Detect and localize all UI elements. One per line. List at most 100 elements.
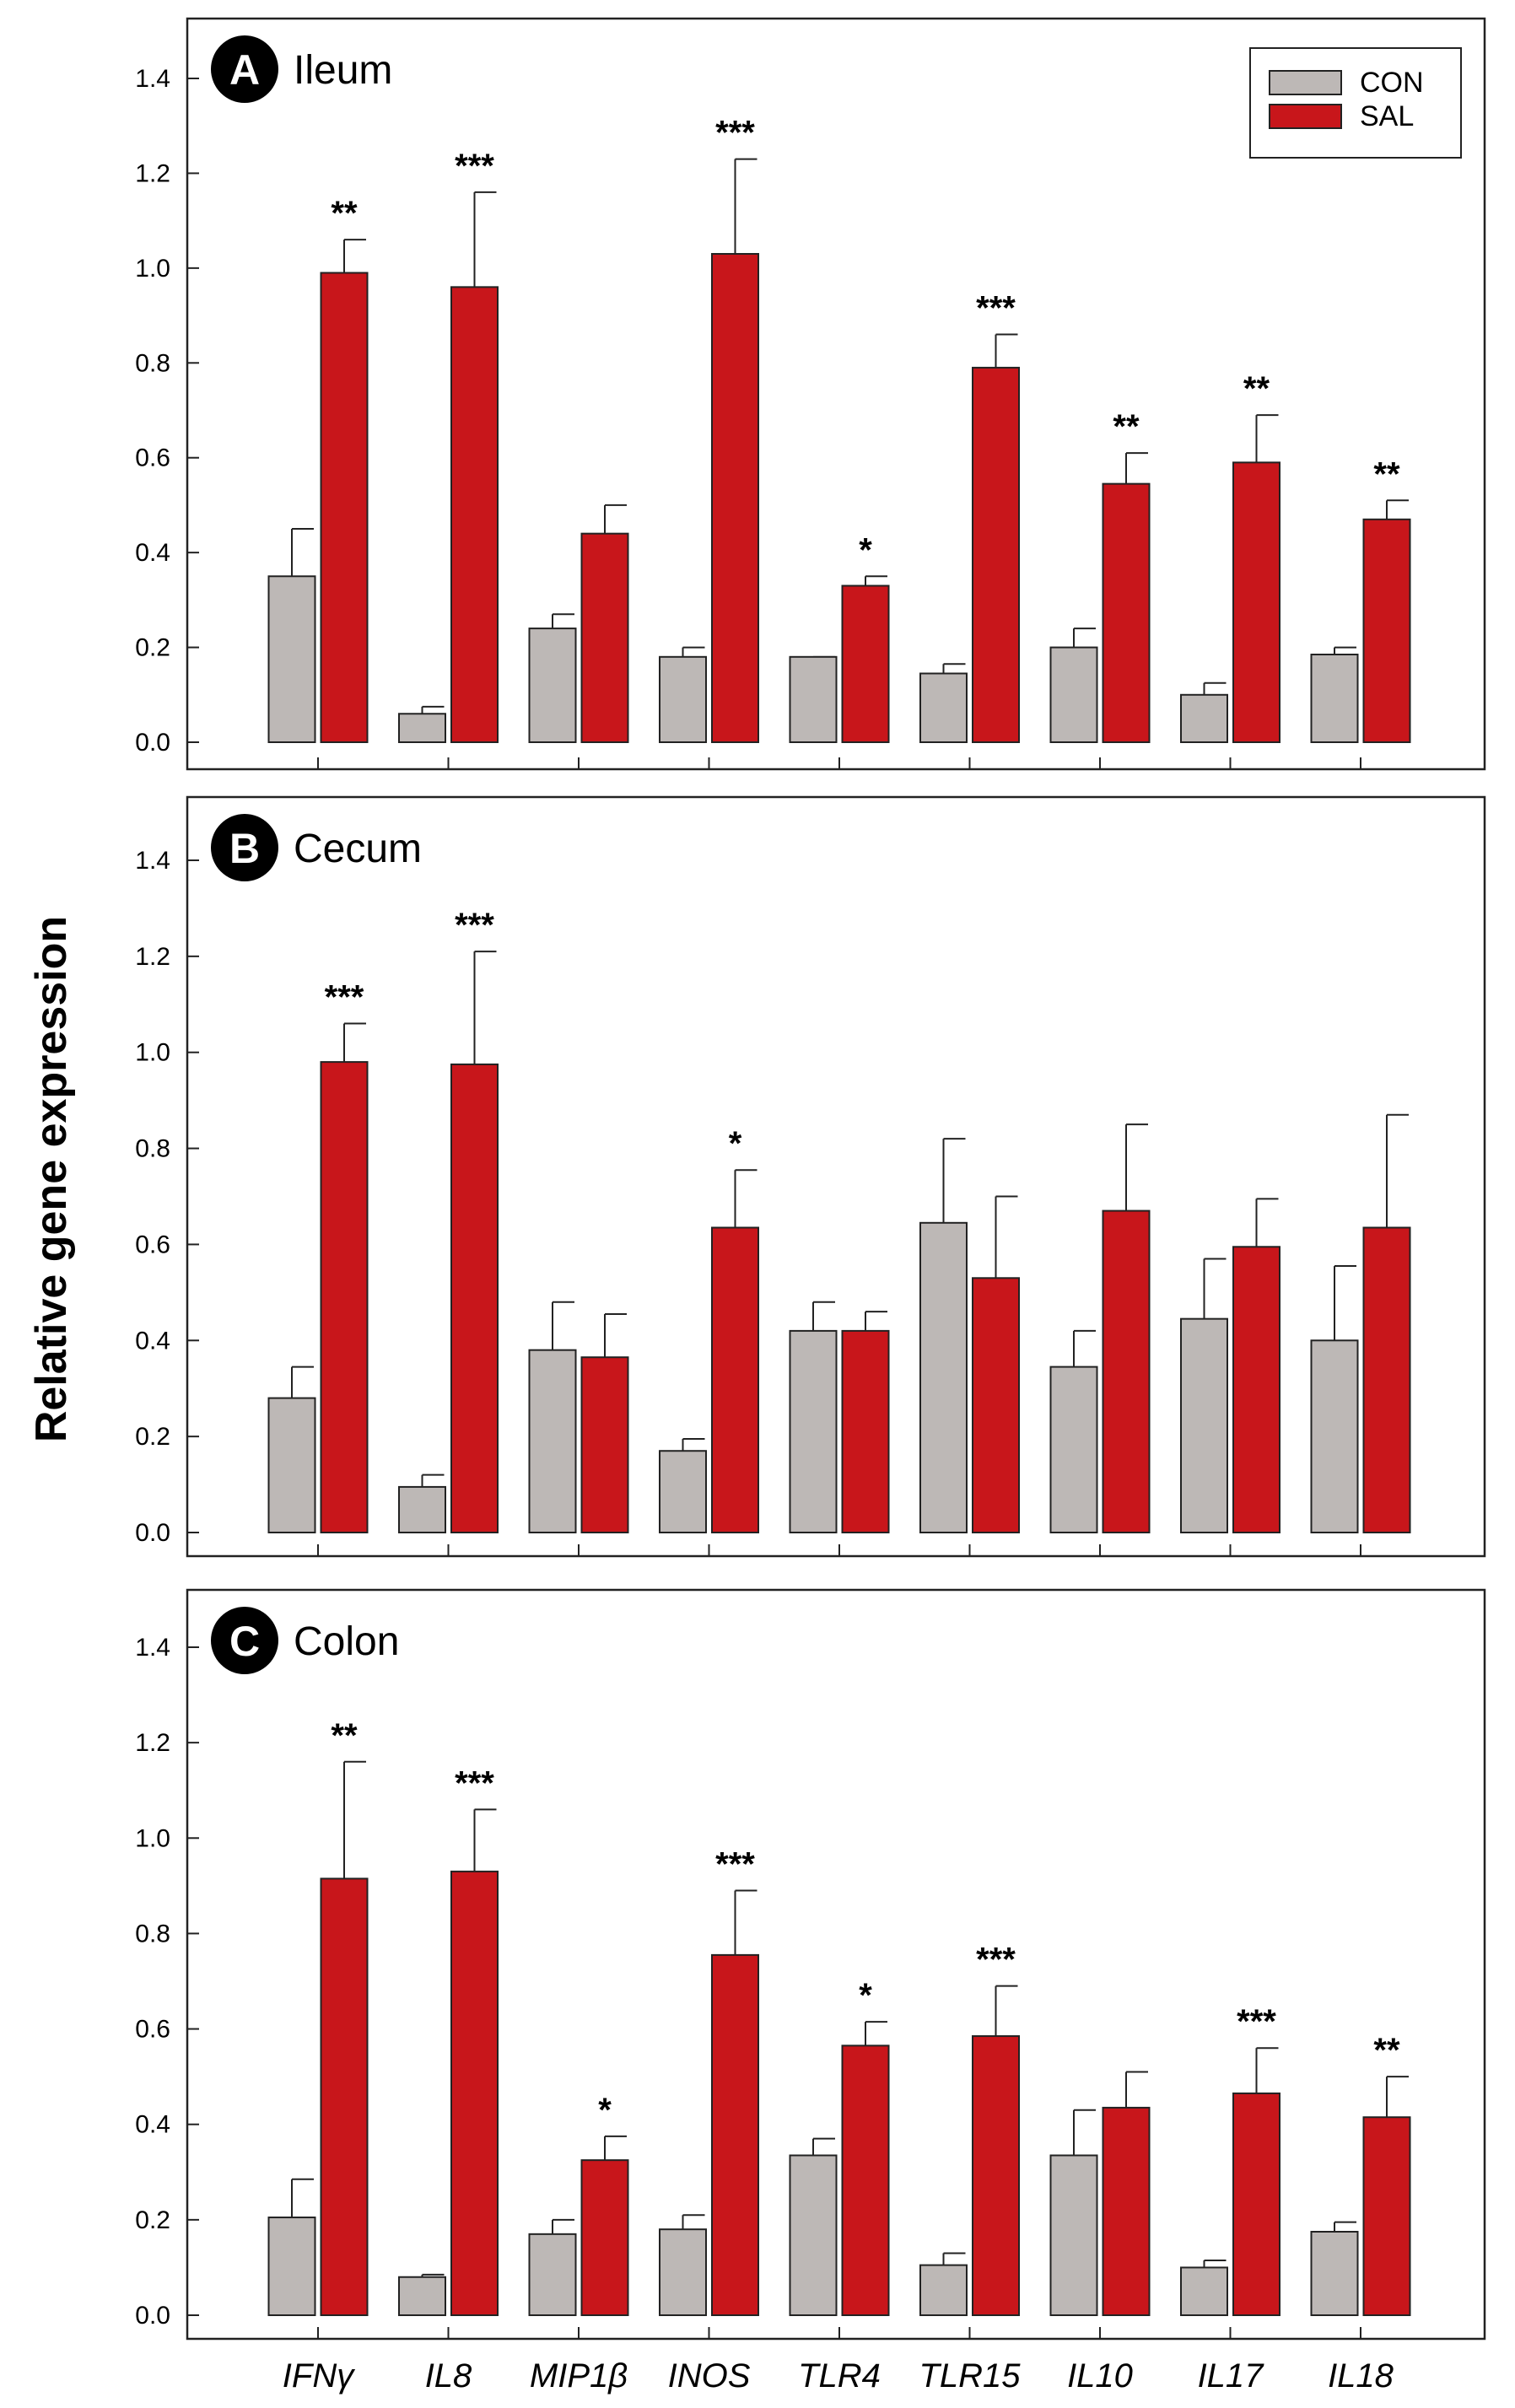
bar-sal-8 — [1362, 2116, 1411, 2316]
bar-sal-7 — [1232, 2092, 1280, 2316]
bar-sal-1 — [450, 1063, 499, 1533]
bar-sal-6 — [1102, 2106, 1151, 2317]
bar-sal-6 — [1102, 1209, 1151, 1534]
bar-con-7 — [1180, 1317, 1228, 1533]
bar-sal-1 — [450, 286, 499, 744]
panel-badge-letter: C — [229, 1618, 260, 1665]
bar-con-7 — [1180, 693, 1228, 743]
bar-con-8 — [1310, 1339, 1359, 1534]
bar-con-4 — [789, 655, 838, 743]
panel-badge — [211, 1607, 278, 1674]
bar-con-6 — [1049, 2154, 1098, 2316]
panels: 0.00.20.40.60.81.01.21.4****************… — [135, 17, 1486, 2395]
y-tick-label: 1.2 — [135, 159, 170, 187]
bar-con-2 — [528, 1349, 577, 1533]
bar-sal-7 — [1232, 1246, 1280, 1534]
panel-badge-letter: A — [229, 46, 260, 94]
bar-con-5 — [919, 672, 968, 743]
bar-con-0 — [267, 2217, 316, 2316]
bar-sal-0 — [320, 1061, 369, 1533]
significance-label: *** — [455, 148, 494, 185]
significance-label: *** — [976, 290, 1016, 327]
significance-label: *** — [1237, 2003, 1276, 2040]
x-category-label: IL8 — [425, 2357, 472, 2395]
panel-frame — [186, 17, 1486, 771]
x-category-label: IL18 — [1328, 2357, 1394, 2395]
significance-label: *** — [325, 979, 364, 1016]
bar-con-7 — [1180, 2266, 1228, 2316]
significance-label: ** — [331, 195, 358, 232]
bar-sal-6 — [1102, 482, 1151, 743]
bar-con-6 — [1049, 1366, 1098, 1533]
bar-con-2 — [528, 628, 577, 743]
y-tick-label: 1.0 — [135, 255, 170, 283]
y-tick-label: 0.4 — [135, 539, 170, 567]
bar-con-1 — [398, 713, 446, 743]
y-tick-label: 1.0 — [135, 1039, 170, 1067]
bar-con-2 — [528, 2233, 577, 2317]
significance-label: ** — [331, 1717, 358, 1754]
y-tick-label: 0.0 — [135, 729, 170, 757]
panel-ileum: 0.00.20.40.60.81.01.21.4****************… — [135, 17, 1486, 771]
y-tick-label: 0.4 — [135, 2111, 170, 2139]
significance-label: * — [598, 2092, 612, 2129]
significance-label: * — [859, 1977, 872, 2014]
bar-con-1 — [398, 1485, 446, 1533]
bar-sal-5 — [972, 1277, 1020, 1533]
bar-con-3 — [659, 1450, 707, 1534]
panel-colon: 0.00.20.40.60.81.01.21.4****************… — [135, 1588, 1486, 2341]
significance-label: ** — [1373, 2032, 1400, 2069]
bar-sal-0 — [320, 272, 369, 743]
bar-sal-4 — [841, 1329, 890, 1534]
bar-sal-5 — [972, 2035, 1020, 2316]
y-tick-label: 0.8 — [135, 1135, 170, 1163]
y-tick-label: 1.0 — [135, 1824, 170, 1852]
panel-cecum: 0.00.20.40.60.81.01.21.4*******B Cecum — [135, 795, 1486, 1558]
significance-label: *** — [455, 907, 494, 944]
y-tick-label: 1.4 — [135, 847, 170, 875]
bar-sal-8 — [1362, 1226, 1411, 1533]
x-category-label: IL10 — [1067, 2357, 1133, 2395]
legend-swatch-con — [1269, 70, 1342, 95]
y-tick-label: 0.6 — [135, 444, 170, 472]
x-category-label: MIP1β — [530, 2357, 628, 2395]
bar-sal-4 — [841, 2044, 890, 2316]
bar-con-5 — [919, 2264, 968, 2317]
bar-sal-4 — [841, 584, 890, 743]
significance-label: ** — [1373, 455, 1400, 493]
significance-label: *** — [976, 1942, 1016, 1979]
y-tick-label: 0.8 — [135, 349, 170, 377]
legend-label-sal: SAL — [1360, 100, 1414, 132]
y-tick-label: 0.8 — [135, 1920, 170, 1947]
y-tick-label: 1.4 — [135, 1634, 170, 1662]
bar-sal-1 — [450, 1870, 499, 2316]
significance-label: * — [729, 1125, 742, 1162]
y-axis-label: Relative gene expression — [27, 916, 76, 1442]
significance-label: ** — [1243, 370, 1270, 407]
bar-sal-2 — [580, 1356, 629, 1533]
panel-badge-letter: B — [229, 825, 260, 872]
x-category-labels: IFNγ IL8 MIP1β INOS TLR4 TLR15 IL10 IL17 IL18 — [283, 2357, 1394, 2395]
bar-sal-0 — [320, 1877, 369, 2316]
panel-title: Cecum — [294, 827, 422, 871]
significance-label: *** — [715, 115, 755, 152]
x-category-label: IL17 — [1198, 2357, 1265, 2395]
bar-con-4 — [789, 2154, 838, 2316]
y-tick-label: 0.6 — [135, 1231, 170, 1258]
bar-con-3 — [659, 2228, 707, 2316]
panel-badge — [211, 35, 278, 103]
bar-con-8 — [1310, 2231, 1359, 2316]
y-tick-label: 0.0 — [135, 2302, 170, 2330]
panel-frame — [186, 795, 1486, 1558]
y-tick-label: 0.4 — [135, 1327, 170, 1355]
x-category-label: TLR4 — [798, 2357, 881, 2395]
bar-sal-7 — [1232, 461, 1280, 743]
bar-sal-3 — [711, 252, 759, 743]
x-category-label: TLR15 — [919, 2357, 1021, 2395]
y-tick-label: 0.2 — [135, 2206, 170, 2234]
x-category-label: INOS — [668, 2357, 751, 2395]
significance-label: *** — [715, 1846, 755, 1883]
bar-con-6 — [1049, 646, 1098, 743]
significance-label: * — [859, 531, 872, 568]
